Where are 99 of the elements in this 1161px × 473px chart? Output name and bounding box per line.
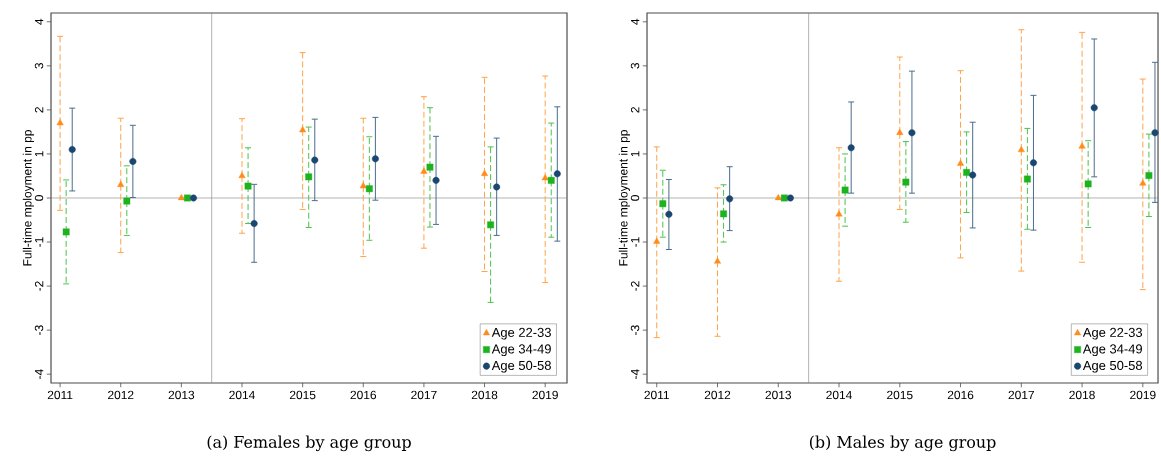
y-tick-label: -1 <box>631 237 640 247</box>
point <box>957 159 965 166</box>
point <box>177 194 185 201</box>
point <box>359 182 367 189</box>
text: (b) Males by age group <box>809 435 996 452</box>
point <box>553 170 561 178</box>
legend-label: Age 34-49 <box>491 344 551 357</box>
y-tick-label: 1 <box>631 151 640 157</box>
point <box>1139 179 1147 186</box>
point <box>1084 180 1092 188</box>
y-tick-label: 3 <box>34 63 44 69</box>
point <box>774 194 782 201</box>
x-tick-label: 2013 <box>168 390 195 400</box>
point <box>426 163 434 171</box>
point <box>68 146 76 154</box>
point <box>371 155 379 163</box>
point <box>299 126 307 133</box>
point <box>493 183 501 191</box>
point <box>665 210 673 218</box>
point <box>62 228 70 236</box>
point <box>541 174 549 181</box>
point <box>969 171 977 179</box>
y-tick-label: 3 <box>630 63 640 69</box>
legend-label: Age 50-58 <box>1082 360 1143 373</box>
text: (a) Females by age group <box>207 435 411 452</box>
y-tick-label: -2 <box>630 281 640 291</box>
x-tick-label: 2011 <box>47 390 73 400</box>
point <box>786 194 794 202</box>
point <box>432 176 440 184</box>
point <box>250 220 258 228</box>
x-tick-label: 2015 <box>887 390 913 400</box>
point <box>1017 145 1025 153</box>
y-tick-label: 4 <box>631 18 640 25</box>
point <box>1145 172 1153 179</box>
point <box>835 210 843 217</box>
x-tick-label: 2017 <box>1008 390 1034 400</box>
point <box>481 169 489 176</box>
x-tick-label: 2018 <box>1069 390 1095 400</box>
point <box>305 173 313 181</box>
y-tick-label: -3 <box>630 325 640 335</box>
x-tick-label: 2019 <box>532 390 558 400</box>
x-tick-label: 2012 <box>704 390 731 400</box>
x-tick-label: 2017 <box>411 390 437 400</box>
legend-label: Age 50-58 <box>491 360 551 373</box>
point <box>129 157 137 165</box>
point <box>841 186 849 194</box>
y-tick-label: 0 <box>630 195 640 201</box>
y-tick-label: 0 <box>34 195 44 201</box>
point <box>908 129 916 137</box>
point <box>902 178 910 186</box>
legend-label: Age 34-49 <box>1082 344 1142 357</box>
point <box>653 237 661 244</box>
y-tick-label: -4 <box>631 369 640 379</box>
point <box>1029 159 1037 167</box>
point <box>244 182 252 190</box>
point <box>420 167 428 174</box>
y-axis-title: Full-time mployment in pp <box>22 130 34 266</box>
x-tick-label: 2014 <box>229 390 255 400</box>
y-tick-label: -3 <box>34 325 44 335</box>
point <box>117 180 125 187</box>
x-tick-label: 2016 <box>350 390 377 400</box>
point <box>238 171 246 179</box>
point <box>123 197 131 205</box>
point <box>1078 142 1086 149</box>
x-tick-label: 2013 <box>765 390 792 400</box>
y-tick-label: -1 <box>35 237 44 247</box>
point <box>896 128 904 135</box>
point <box>547 176 555 184</box>
point <box>963 169 971 176</box>
x-tick-label: 2018 <box>471 390 498 400</box>
point <box>714 257 721 264</box>
point <box>184 194 191 202</box>
y-tick-label: 4 <box>35 18 44 25</box>
y-tick-label: 2 <box>34 107 44 113</box>
y-tick-label: -2 <box>34 281 44 291</box>
point <box>311 156 319 164</box>
y-axis-title: Full-time mployment in pp <box>618 130 630 266</box>
point <box>56 119 64 126</box>
x-tick-label: 2012 <box>108 390 134 400</box>
point <box>720 210 727 218</box>
y-tick-label: 1 <box>35 151 44 157</box>
legend-label: Age 22-33 <box>491 327 551 340</box>
point <box>487 221 494 229</box>
point <box>190 194 197 202</box>
point <box>1090 104 1098 112</box>
point <box>847 144 855 152</box>
x-tick-label: 2019 <box>1130 390 1156 400</box>
y-tick-label: 2 <box>630 107 640 113</box>
x-tick-label: 2011 <box>644 390 669 400</box>
point <box>659 200 667 208</box>
point <box>780 194 788 202</box>
point <box>365 185 373 193</box>
point <box>1024 175 1031 183</box>
x-tick-label: 2014 <box>826 390 852 400</box>
point <box>726 195 734 203</box>
legend-label: Age 22-33 <box>1082 327 1143 340</box>
y-tick-label: -4 <box>35 369 44 379</box>
x-tick-label: 2015 <box>289 390 316 400</box>
x-tick-label: 2016 <box>947 390 974 400</box>
